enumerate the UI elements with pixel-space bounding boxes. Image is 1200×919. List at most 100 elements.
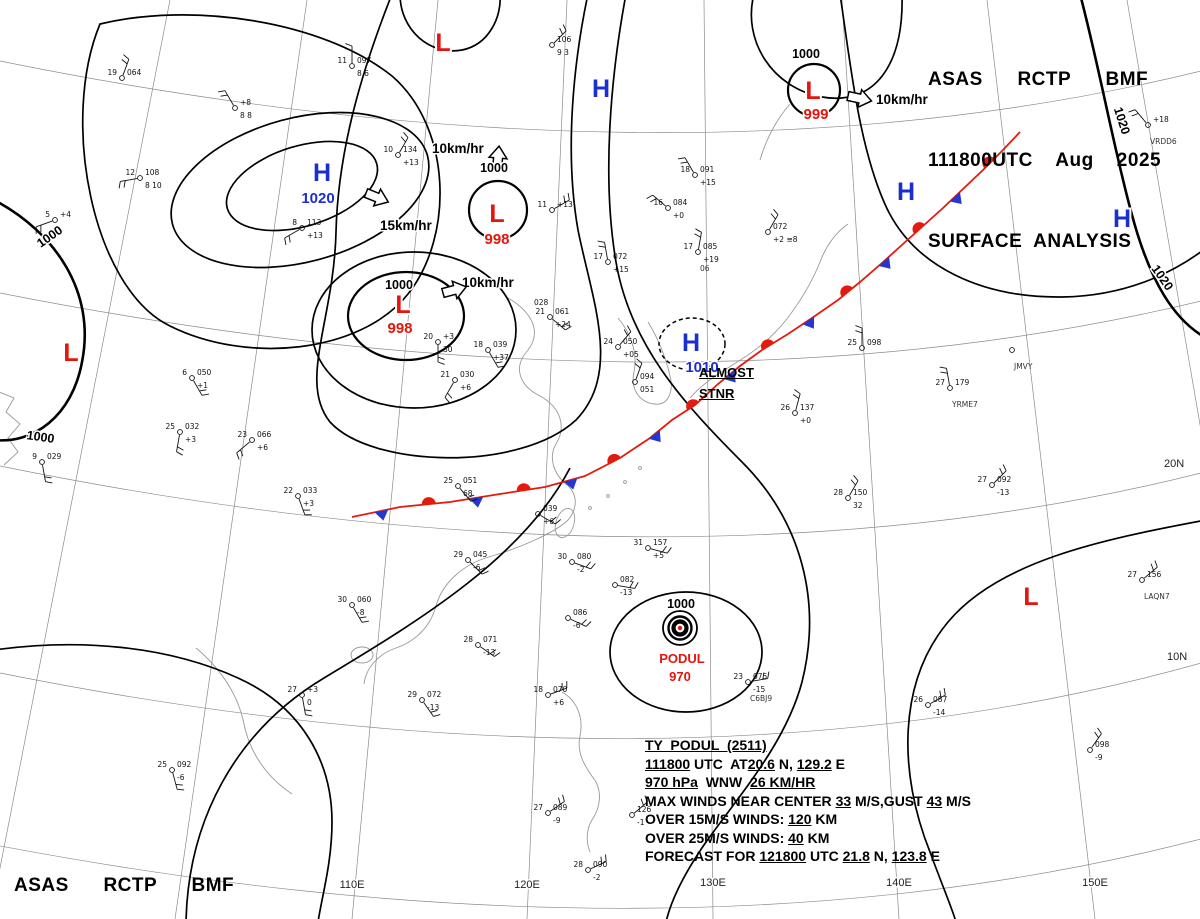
svg-text:17: 17	[593, 252, 603, 261]
lon-label: 150E	[1082, 877, 1108, 889]
svg-text:-6: -6	[473, 563, 481, 572]
station-plot: 27 092 -13	[977, 464, 1012, 497]
svg-text:28: 28	[463, 635, 473, 644]
svg-text:9: 9	[32, 452, 37, 461]
wind-barb	[650, 548, 668, 554]
wind-barb	[120, 178, 138, 182]
svg-text:086: 086	[573, 608, 588, 617]
station-circle	[549, 42, 555, 48]
station-circle	[569, 559, 575, 565]
svg-text:108: 108	[145, 168, 160, 177]
station-plot: 16 084 +0	[646, 194, 688, 220]
station-circle	[545, 692, 551, 698]
svg-text:+3: +3	[443, 332, 454, 341]
product-id: ASAS RCTP BMF	[928, 69, 1149, 90]
station-circle	[169, 767, 175, 773]
almost-stnr-annotation: ALMOST STNR	[699, 362, 754, 404]
svg-text:27: 27	[1127, 570, 1137, 579]
front-semicircle	[912, 222, 925, 234]
coast-taiwan	[554, 508, 576, 538]
svg-text:18: 18	[680, 165, 690, 174]
svg-text:157: 157	[653, 538, 668, 547]
station-plot: 072 +2 ≡8	[765, 209, 798, 244]
movement-arrow	[440, 279, 468, 301]
center-letter: L	[435, 29, 450, 57]
high-center: H	[590, 73, 612, 105]
svg-text:+3: +3	[303, 499, 314, 508]
station-plot: 25 092 -6	[157, 760, 192, 791]
svg-text:071: 071	[483, 635, 498, 644]
svg-text:106: 106	[557, 35, 572, 44]
station-circle	[547, 314, 553, 320]
svg-text:+37: +37	[493, 353, 509, 362]
svg-text:23: 23	[237, 430, 247, 439]
svg-text:+4: +4	[60, 210, 71, 219]
coast-hainan	[350, 646, 374, 664]
graticule-labels: 110E 120E 130E 140E 150E 20N 10N	[338, 457, 1189, 893]
svg-text:12: 12	[125, 168, 135, 177]
station-plot: JMVY	[1009, 347, 1033, 371]
wind-barb	[540, 515, 556, 525]
station-circle	[605, 259, 611, 265]
station-circle	[299, 692, 305, 698]
typhoon-info-line-4: MAX WINDS NEAR CENTER 33 M/S,GUST 43 M/S	[645, 792, 971, 809]
front-semicircle	[760, 339, 774, 351]
svg-text:11: 11	[537, 200, 547, 209]
svg-text:27: 27	[935, 378, 945, 387]
svg-text:050: 050	[623, 337, 638, 346]
station-plot: 31 157 +5	[633, 538, 672, 560]
svg-text:+13: +13	[307, 231, 323, 240]
front-triangle	[802, 316, 815, 329]
wind-barb	[122, 59, 130, 76]
wind-barb	[236, 441, 250, 454]
station-circle	[1139, 577, 1145, 583]
svg-text:26: 26	[780, 403, 790, 412]
svg-text:26: 26	[913, 695, 923, 704]
wind-barb	[552, 318, 566, 331]
svg-text:+3: +3	[307, 685, 318, 694]
station-circle	[189, 375, 195, 381]
station-callsign: VRDD6	[1150, 137, 1177, 146]
wind-barb	[1144, 566, 1158, 579]
station-circle	[585, 867, 591, 873]
station-plot: 098-9	[1087, 727, 1110, 762]
svg-text:11: 11	[337, 56, 347, 65]
movement-speed-label: 10km/hr	[876, 92, 929, 107]
svg-text:29: 29	[453, 550, 463, 559]
wind-barb	[480, 646, 495, 657]
movement-speed-label: 10km/hr	[432, 141, 485, 156]
coast-northeast	[759, 103, 791, 161]
svg-text:134: 134	[403, 145, 418, 154]
svg-text:-13: -13	[620, 588, 632, 597]
almost-label: ALMOST	[699, 365, 754, 380]
station-circle	[435, 339, 441, 345]
front-semicircle	[686, 399, 699, 411]
wind-barb	[42, 464, 46, 482]
center-letter: H	[1113, 205, 1131, 233]
station-circle	[612, 582, 618, 588]
svg-text:051: 051	[640, 385, 655, 394]
wind-barb	[399, 137, 409, 153]
isobar-value-label: 1000	[385, 278, 413, 292]
movement-arrow	[363, 187, 390, 207]
low-center: L	[433, 27, 452, 59]
coast-china	[363, 297, 576, 685]
front-semicircle	[516, 483, 531, 492]
svg-text:31: 31	[633, 538, 643, 547]
station-plot: 21 061 +24 028	[534, 298, 572, 331]
wind-barb	[1134, 109, 1147, 123]
svg-text:032: 032	[185, 422, 200, 431]
station-callsign: C6BJ9	[750, 694, 772, 703]
svg-text:-13: -13	[427, 703, 439, 712]
typhoon-info-line-3: 970 hPa WNW 26 KM/HR	[645, 774, 816, 790]
svg-text:+6: +6	[553, 698, 564, 707]
svg-text:+6: +6	[543, 517, 554, 526]
stnr-label: STNR	[699, 386, 735, 401]
station-plot: 086-6	[565, 608, 592, 630]
svg-text:137: 137	[800, 403, 815, 412]
svg-text:150: 150	[853, 488, 868, 497]
svg-text:080: 080	[577, 552, 592, 561]
